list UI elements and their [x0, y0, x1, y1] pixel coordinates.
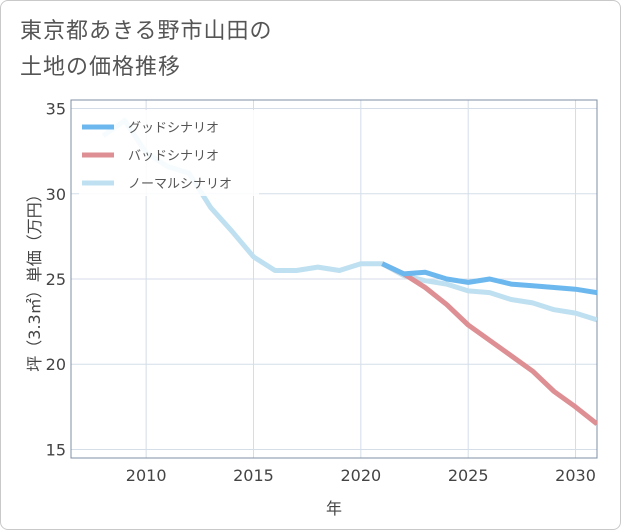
- x-tick-label: 2030: [555, 466, 596, 485]
- y-tick-label: 30: [46, 185, 66, 204]
- x-tick-label: 2020: [340, 466, 381, 485]
- legend-label-2: ノーマルシナリオ: [128, 177, 232, 192]
- grid-lines: [71, 100, 597, 458]
- y-tick-label: 20: [46, 355, 66, 374]
- chart-title-line-1: 東京都あきる野市山田の: [20, 19, 273, 44]
- x-tick-label: 2010: [126, 466, 167, 485]
- x-tick-label: 2025: [448, 466, 489, 485]
- y-tick-label: 35: [46, 100, 66, 119]
- series-line-0: [381, 261, 597, 296]
- y-tick-label: 25: [46, 270, 66, 289]
- x-axis-title: 年: [326, 499, 342, 518]
- chart-title: 東京都あきる野市山田の 土地の価格推移: [20, 14, 273, 86]
- series-line-1: [381, 261, 597, 426]
- x-tick-label: 2015: [233, 466, 274, 485]
- plot-frame: [70, 99, 598, 459]
- y-tick-label: 15: [46, 440, 66, 459]
- legend-label-1: バッドシナリオ: [128, 149, 219, 164]
- legend-label-0: グッドシナリオ: [128, 121, 219, 136]
- y-axis-title: 坪（3.3㎡）単価（万円）: [25, 186, 44, 371]
- chart-title-line-2: 土地の価格推移: [20, 55, 182, 80]
